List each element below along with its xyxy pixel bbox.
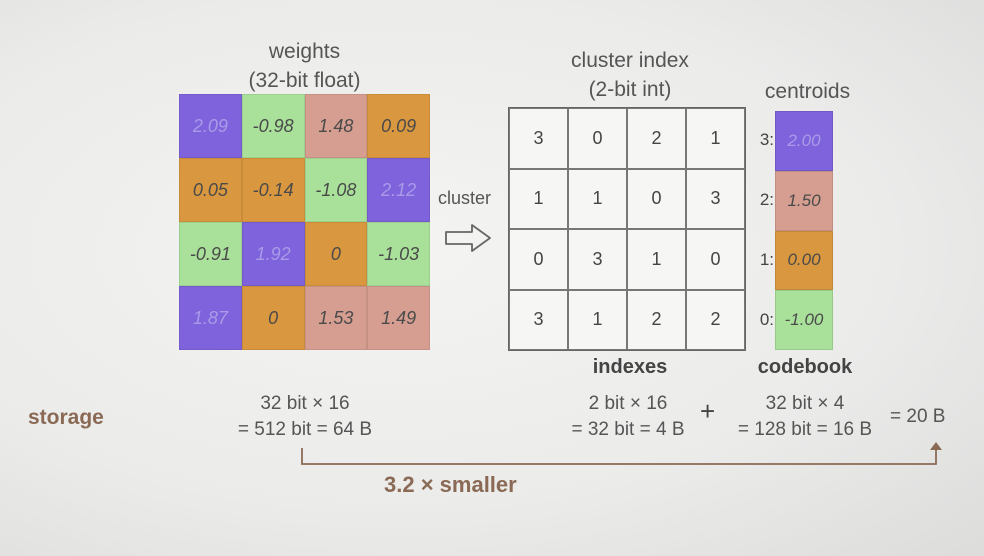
weight-cell: -0.91 <box>179 222 242 286</box>
index-cell: 1 <box>509 168 568 229</box>
index-cell: 0 <box>627 168 686 229</box>
index-cell: 1 <box>686 108 745 169</box>
index-cell: 0 <box>686 229 745 290</box>
index-cell: 2 <box>627 108 686 169</box>
codebook-column: 2.00 1.50 0.00 -1.00 <box>775 111 833 350</box>
index-cell: 1 <box>627 229 686 290</box>
codebook-caption: codebook <box>757 356 853 378</box>
index-cell: 2 <box>627 289 686 350</box>
weight-cell: 0.05 <box>179 158 242 222</box>
cluster-label: cluster <box>438 188 492 208</box>
codebook-storage: 32 bit × 4 = 128 bit = 16 B <box>720 391 890 443</box>
weight-cell: 1.87 <box>179 286 242 350</box>
index-cell: 1 <box>568 289 627 350</box>
total-storage: = 20 B <box>890 406 946 427</box>
index-cell: 3 <box>509 108 568 169</box>
index-cell: 0 <box>568 108 627 169</box>
indexes-storage: 2 bit × 16 = 32 bit = 4 B <box>548 391 708 443</box>
weight-cell: 2.12 <box>367 158 430 222</box>
index-cell: 1 <box>568 168 627 229</box>
weight-cell: 1.49 <box>367 286 430 350</box>
centroid-index-label: 1: <box>759 250 774 269</box>
weight-cell: 1.92 <box>241 222 305 286</box>
weight-cell: -1.08 <box>304 158 368 222</box>
cluster-index-title: cluster index (2-bit int) <box>540 46 720 104</box>
centroid-cell: -1.00 <box>775 290 833 350</box>
weight-cell: -0.98 <box>241 94 305 158</box>
centroid-cell: 1.50 <box>775 170 833 231</box>
weight-cell: -1.03 <box>367 222 430 286</box>
centroids-title: centroids <box>764 80 851 103</box>
index-cell: 0 <box>509 229 568 290</box>
codebook-storage-line1: 32 bit × 4 <box>765 393 845 414</box>
indexes-storage-line1: 2 bit × 16 <box>588 393 668 414</box>
centroid-cell: 2.00 <box>775 111 833 171</box>
weight-cell: 1.48 <box>304 94 368 158</box>
cluster-arrow-icon <box>445 224 491 252</box>
weight-cell: 0 <box>241 286 305 350</box>
indexes-storage-line2: = 32 bit = 4 B <box>571 419 685 440</box>
cluster-index-title-line2: (2-bit int) <box>588 78 672 101</box>
indexes-caption: indexes <box>592 356 668 378</box>
weight-cell: -0.14 <box>241 158 305 222</box>
weights-storage-line1: 32 bit × 16 <box>260 393 350 414</box>
ratio-label: 3.2 × smaller <box>384 472 517 497</box>
centroid-index-label: 0: <box>759 310 774 329</box>
index-cell: 3 <box>509 289 568 350</box>
centroid-index-label: 2: <box>759 190 774 209</box>
weight-cell: 1.53 <box>304 286 368 350</box>
weight-cell: 0 <box>304 222 368 286</box>
weight-cell: 2.09 <box>179 94 242 158</box>
codebook-storage-line2: = 128 bit = 16 B <box>737 419 873 440</box>
index-cell: 3 <box>686 168 745 229</box>
weights-title-line2: (32-bit float) <box>248 69 361 92</box>
plus-sign: + <box>700 396 716 426</box>
weight-cell: 0.09 <box>367 94 430 158</box>
weights-storage-line2: = 512 bit = 64 B <box>237 419 373 440</box>
comparison-bracket <box>301 442 942 465</box>
centroid-cell: 0.00 <box>775 230 833 291</box>
cluster-index-title-line1: cluster index <box>571 49 689 72</box>
storage-label: storage <box>28 406 104 429</box>
weights-title-line1: weights <box>268 40 341 63</box>
weights-storage: 32 bit × 16 = 512 bit = 64 B <box>200 391 410 443</box>
index-cell: 2 <box>686 289 745 350</box>
index-cell: 3 <box>568 229 627 290</box>
weights-matrix: 2.09 -0.98 1.48 0.09 0.05 -0.14 -1.08 2.12 -0.91… <box>179 94 430 350</box>
weights-title: weights (32-bit float) <box>179 37 430 95</box>
centroid-index-label: 3: <box>759 130 774 149</box>
